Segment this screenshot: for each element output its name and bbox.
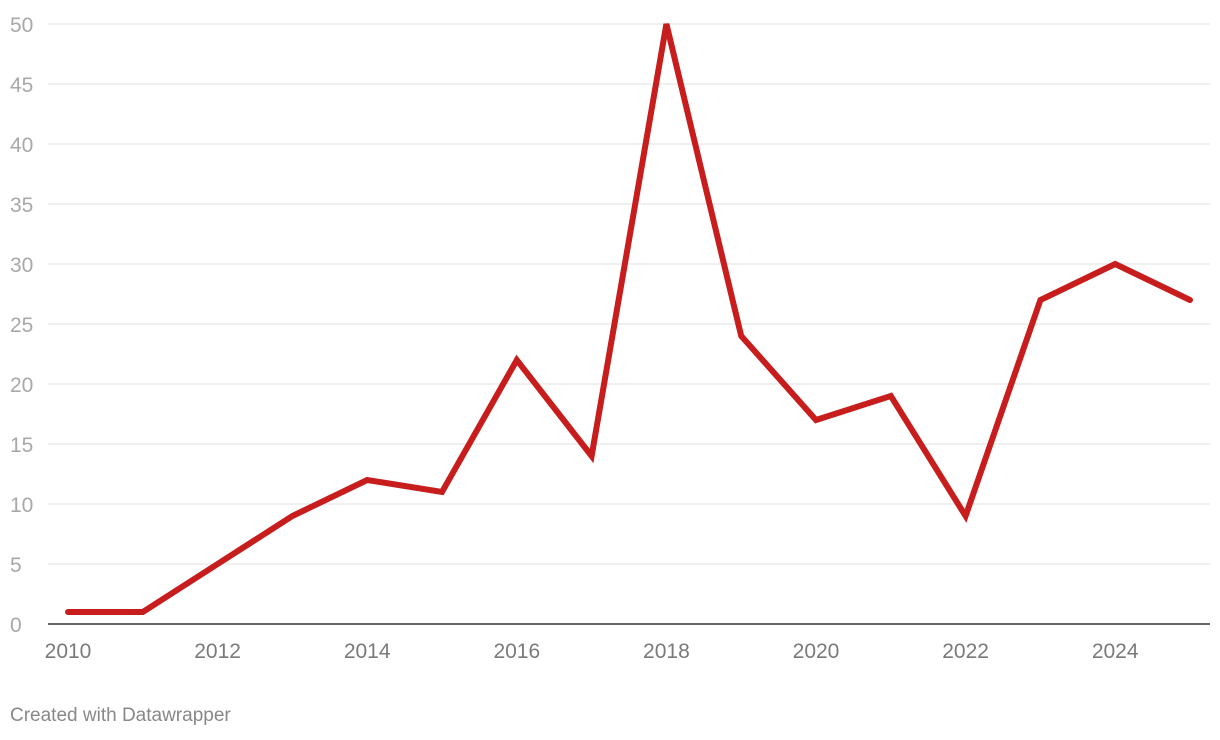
y-tick-label: 5 bbox=[10, 554, 22, 577]
x-tick-label: 2018 bbox=[643, 640, 690, 663]
series-layer bbox=[65, 23, 1193, 615]
y-tick-label: 40 bbox=[10, 134, 33, 157]
series-line-0 bbox=[65, 23, 1193, 615]
x-axis: 2010 2012 2014 2016 2018 2020 2022 2024 bbox=[45, 640, 1139, 663]
x-tick-label: 2010 bbox=[45, 640, 92, 663]
y-tick-label: 15 bbox=[10, 434, 33, 457]
y-tick-label: 0 bbox=[10, 614, 22, 637]
x-tick-label: 2016 bbox=[493, 640, 540, 663]
credit-text: Created with Datawrapper bbox=[10, 705, 231, 726]
y-tick-label: 35 bbox=[10, 194, 33, 217]
y-tick-label: 50 bbox=[10, 14, 33, 37]
x-tick-label: 2014 bbox=[344, 640, 391, 663]
y-tick-label: 20 bbox=[10, 374, 33, 397]
y-tick-label: 45 bbox=[10, 74, 33, 97]
gridlines bbox=[48, 23, 1210, 625]
y-axis: 0 5 10 15 20 25 30 35 40 45 50 bbox=[10, 14, 33, 637]
y-tick-label: 10 bbox=[10, 494, 33, 517]
y-tick-label: 30 bbox=[10, 254, 33, 277]
x-tick-label: 2024 bbox=[1092, 640, 1139, 663]
x-tick-label: 2022 bbox=[942, 640, 989, 663]
x-tick-label: 2020 bbox=[793, 640, 840, 663]
y-tick-label: 25 bbox=[10, 314, 33, 337]
x-tick-label: 2012 bbox=[194, 640, 241, 663]
